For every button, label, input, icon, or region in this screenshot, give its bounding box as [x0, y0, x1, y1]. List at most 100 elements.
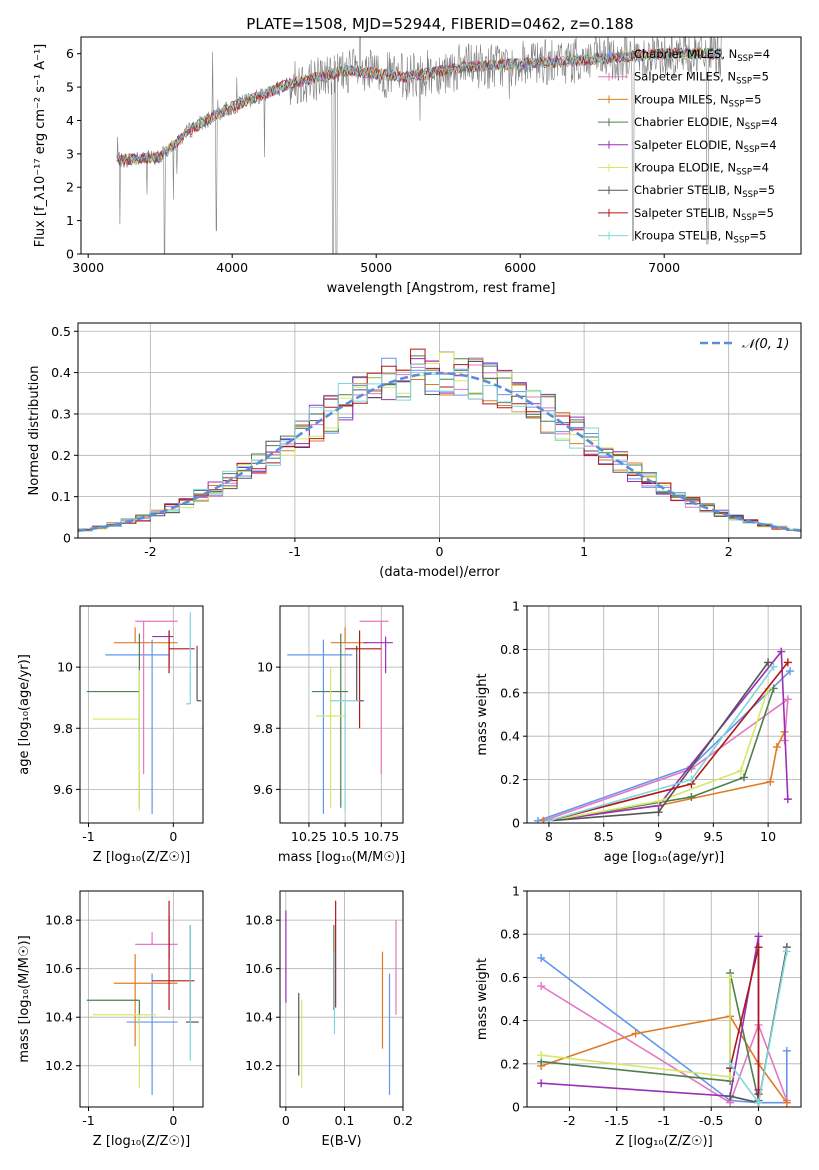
y-tick-label: 5	[66, 80, 74, 95]
legend-subscript: SSP	[734, 236, 750, 246]
legend-suffix: =4	[753, 47, 770, 61]
panel-age_vs_mass: 10.25 10.5 10.75 9.6 9.8 10 mass [log₁₀(M/M☉)]	[253, 605, 405, 865]
legend-subscript: SSP	[744, 145, 760, 155]
tick-labels: -2 -1 0 1 2 0 0.1 0.2 0.3 0.4 0.5	[51, 324, 733, 559]
data-marker	[769, 662, 778, 671]
legend-subscript: SSP	[736, 77, 752, 87]
errorbar-point	[105, 639, 170, 814]
y-tick-label: 10.4	[45, 1010, 73, 1025]
y-tick-label: 1	[512, 599, 520, 614]
data-marker	[537, 982, 546, 991]
errorbar-point	[356, 645, 364, 702]
plot-area	[537, 932, 791, 1107]
data-marker	[754, 943, 763, 952]
data-marker	[783, 695, 792, 704]
data-marker	[782, 1046, 791, 1055]
errorbar-point	[345, 630, 382, 729]
x-tick-label: 5000	[360, 260, 392, 275]
axes-frame	[79, 890, 204, 1108]
histogram-line	[78, 364, 801, 532]
errorbar-point	[113, 627, 178, 644]
errorbar-point	[330, 700, 360, 811]
x-tick-label: 9.5	[703, 829, 723, 844]
x-tick-label: -0.5	[699, 1113, 723, 1128]
y-tick-label: 10.8	[45, 913, 73, 928]
y-tick-label: 0	[63, 531, 71, 546]
axes-frame	[526, 605, 802, 824]
x-axis-label: wavelength [Angstrom, rest frame]	[327, 281, 556, 296]
x-tick-label: 9	[655, 829, 663, 844]
y-tick-label: 10.2	[45, 1058, 73, 1073]
x-axis-label: Z [log₁₀(Z/Z☉)]	[615, 1134, 712, 1149]
errorbar-point	[311, 633, 349, 808]
x-tick-label: 0	[755, 1113, 763, 1128]
legend-label: 𝒩(0, 1)	[742, 337, 789, 352]
plot-area	[287, 620, 393, 814]
panel-age_vs_Z: -1 0 9.6 9.8 10 Z [log₁₀(Z/Z☉)] age [log₁₀(age…	[17, 605, 204, 865]
series-line	[548, 688, 769, 822]
y-tick-label: 0	[512, 1100, 520, 1115]
data-marker	[631, 1029, 640, 1038]
legend-label: Salpeter MILES, NSSP=5	[634, 70, 769, 87]
y-tick-label: 0.4	[500, 729, 520, 744]
y-tick-label: 0	[512, 816, 520, 831]
x-tick-label: -2	[144, 544, 156, 559]
x-tick-label: 7000	[648, 260, 680, 275]
x-axis-label: mass [log₁₀(M/M☉)]	[278, 850, 405, 865]
y-tick-label: 0.4	[51, 365, 71, 380]
legend-subscript: SSP	[745, 122, 761, 132]
x-tick-label: -1	[82, 1113, 94, 1128]
x-tick-label: 0.2	[393, 1113, 413, 1128]
data-marker	[772, 743, 781, 752]
tick-labels: 0 0.1 0.2 10.2 10.4 10.6 10.8	[245, 913, 413, 1128]
legend-label: Salpeter ELODIE, NSSP=4	[634, 138, 777, 155]
data-marker	[726, 1059, 735, 1068]
errorbar-point	[92, 1014, 157, 1088]
data-marker	[783, 658, 792, 667]
legend-label: Chabrier MILES, NSSP=4	[634, 47, 770, 64]
y-tick-label: 6	[66, 46, 74, 61]
tick-labels: 8 8.5 9 9.5 10 0 0.2 0.4 0.6 0.8 1	[500, 599, 776, 845]
x-axis-label: Z [log₁₀(Z/Z☉)]	[93, 850, 190, 865]
legend-suffix: =4	[760, 138, 777, 152]
tick-labels: 10.25 10.5 10.75 9.6 9.8 10	[253, 660, 399, 844]
data-marker	[687, 775, 696, 784]
errorbar-point	[287, 639, 353, 814]
axes-frame	[77, 322, 802, 539]
x-axis-label: E(B-V)	[321, 1134, 361, 1149]
legend-subscript: SSP	[729, 99, 745, 109]
y-tick-label: 0.4	[500, 1013, 520, 1028]
x-tick-label: -1	[658, 1113, 670, 1128]
data-marker	[740, 773, 749, 782]
legend: 𝒩(0, 1)	[700, 337, 789, 352]
errorbar-point	[359, 620, 389, 775]
plot-area	[86, 900, 199, 1095]
panel-weight_vs_age: 8 8.5 9 9.5 10 0 0.2 0.4 0.6 0.8 1 age [log₁₀(age/y…	[475, 599, 802, 865]
errorbar-point	[316, 667, 346, 808]
errorbar-point	[92, 670, 140, 811]
y-tick-label: 0.2	[51, 448, 71, 463]
legend-suffix: =5	[749, 229, 766, 243]
legend-suffix: =5	[757, 206, 774, 220]
plot-area	[533, 647, 795, 823]
errorbar-point	[86, 633, 140, 808]
errorbar-point	[186, 612, 191, 705]
legend-label: Kroupa ELODIE, NSSP=4	[634, 161, 769, 178]
data-marker	[782, 947, 791, 956]
x-axis-label: age [log₁₀(age/yr)]	[604, 850, 725, 865]
normal-reference-curve	[78, 371, 801, 533]
y-tick-label: 10	[57, 660, 73, 675]
legend: Chabrier MILES, NSSP=4 Salpeter MILES, NS…	[598, 47, 778, 246]
y-tick-label: 0.8	[500, 642, 520, 657]
data-marker	[754, 1098, 763, 1107]
data-marker	[687, 792, 696, 801]
legend-label: Chabrier STELIB, NSSP=5	[634, 183, 775, 200]
data-marker	[777, 647, 786, 656]
errorbar-point	[186, 924, 199, 1023]
errorbar-point	[126, 973, 178, 1095]
plot-area	[86, 612, 202, 814]
errorbar-point	[196, 645, 202, 702]
x-tick-label: 0.1	[334, 1113, 354, 1128]
data-marker	[754, 1090, 763, 1099]
